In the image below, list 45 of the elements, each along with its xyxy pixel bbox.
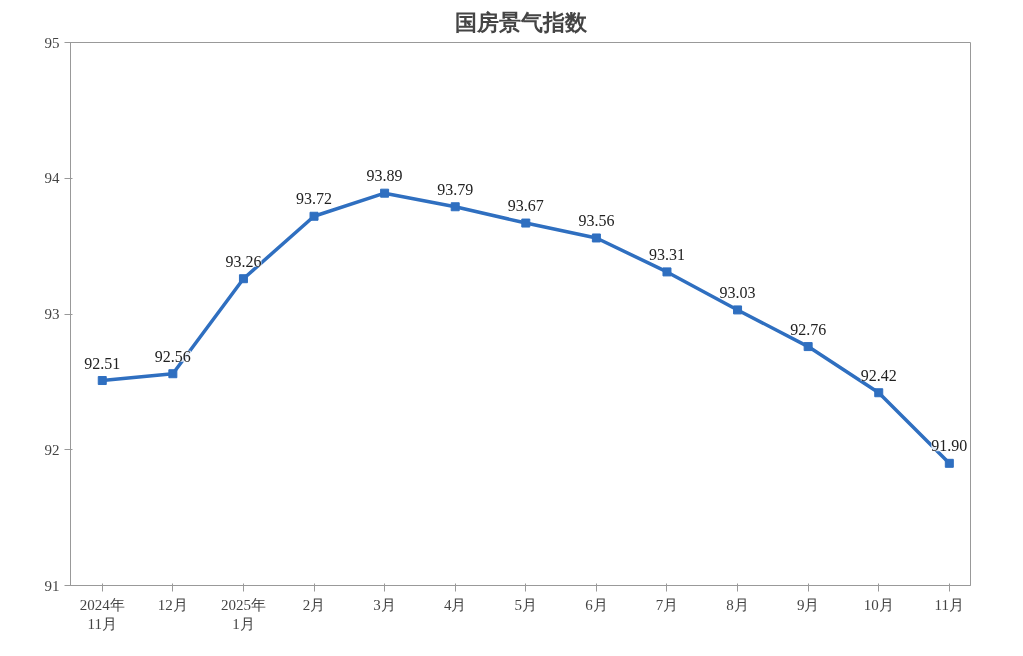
data-label: 91.90 xyxy=(931,437,968,455)
x-tick-label: 7月 xyxy=(655,596,679,613)
point xyxy=(803,342,813,352)
data-label: 93.26 xyxy=(225,252,262,270)
point xyxy=(944,458,954,468)
data-label: 93.67 xyxy=(507,197,544,215)
x-tick-label: 2月 xyxy=(302,596,326,613)
x-tick-label: 8月 xyxy=(726,596,749,613)
y-tick-label: 91 xyxy=(44,577,60,594)
point xyxy=(309,211,319,221)
x-tick-label: 4月 xyxy=(443,596,467,613)
x-tick-label: 6月 xyxy=(585,596,608,613)
x-tick-label: 3月 xyxy=(373,596,396,613)
point xyxy=(591,233,601,243)
chart-title: 国房景气指数 xyxy=(454,10,588,35)
data-label: 93.03 xyxy=(719,283,756,301)
x-tick-label: 5月 xyxy=(514,596,538,613)
data-label: 93.79 xyxy=(437,180,474,198)
point xyxy=(733,305,743,315)
x-tick-label: 9月 xyxy=(796,596,820,613)
data-label: 93.89 xyxy=(366,167,403,185)
x-tick-label: 10月 xyxy=(863,596,894,613)
y-tick-label: 94 xyxy=(44,170,60,187)
data-label: 92.56 xyxy=(154,347,191,365)
data-label: 93.56 xyxy=(578,211,615,229)
y-tick-label: 95 xyxy=(44,34,60,51)
point xyxy=(450,202,460,212)
data-label: 93.72 xyxy=(296,190,333,208)
data-label: 92.42 xyxy=(860,366,897,384)
x-tick-label: 12月 xyxy=(157,596,188,613)
point xyxy=(874,388,884,398)
data-label: 92.51 xyxy=(84,354,121,372)
point xyxy=(168,369,178,379)
point xyxy=(380,188,390,198)
point xyxy=(521,218,531,228)
x-tick-label: 11月 xyxy=(934,596,965,613)
data-label: 92.76 xyxy=(790,320,827,338)
point xyxy=(662,267,672,277)
x-tick-label: 2025年 1月 xyxy=(220,596,266,632)
point xyxy=(97,376,107,386)
data-label: 93.31 xyxy=(648,245,685,263)
x-tick-label: 2024年 11月 xyxy=(79,596,125,632)
y-tick-label: 92 xyxy=(44,441,60,458)
y-tick-label: 93 xyxy=(44,306,60,322)
point xyxy=(238,274,248,284)
